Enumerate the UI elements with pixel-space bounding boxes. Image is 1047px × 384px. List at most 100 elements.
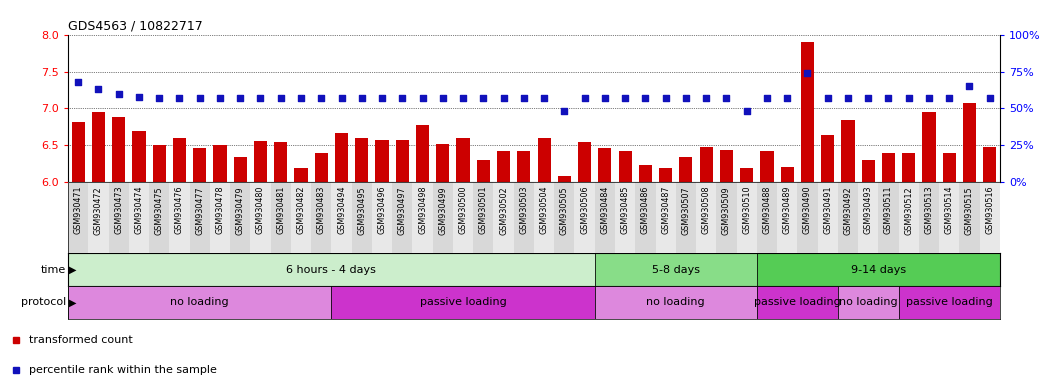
- Bar: [393, 182, 413, 253]
- Bar: [675, 182, 696, 253]
- Point: [637, 95, 653, 101]
- Point: [840, 95, 856, 101]
- Point: [192, 95, 208, 101]
- Bar: [558, 177, 571, 182]
- Bar: [355, 138, 369, 182]
- Text: 5-8 days: 5-8 days: [652, 265, 699, 275]
- Text: GSM930473: GSM930473: [114, 186, 124, 235]
- Bar: [963, 103, 976, 182]
- Bar: [575, 182, 595, 253]
- Bar: [372, 182, 393, 253]
- Bar: [898, 286, 1000, 319]
- Text: no loading: no loading: [839, 297, 897, 308]
- Text: ▶: ▶: [69, 297, 76, 308]
- Bar: [88, 182, 109, 253]
- Text: GSM930504: GSM930504: [539, 186, 549, 235]
- Text: no loading: no loading: [171, 297, 229, 308]
- Bar: [432, 182, 453, 253]
- Text: GSM930495: GSM930495: [357, 186, 366, 235]
- Bar: [190, 182, 209, 253]
- Bar: [781, 167, 794, 182]
- Point: [920, 95, 937, 101]
- Bar: [821, 135, 834, 182]
- Point: [292, 95, 310, 101]
- Point: [495, 95, 512, 101]
- Text: protocol: protocol: [21, 297, 66, 308]
- Text: GSM930482: GSM930482: [296, 186, 306, 235]
- Text: GSM930471: GSM930471: [73, 186, 83, 235]
- Text: GSM930503: GSM930503: [519, 186, 529, 235]
- Text: GSM930476: GSM930476: [175, 186, 184, 235]
- Bar: [71, 122, 85, 182]
- Text: 6 hours - 4 days: 6 hours - 4 days: [287, 265, 376, 275]
- Bar: [554, 182, 575, 253]
- Bar: [473, 182, 493, 253]
- Bar: [193, 148, 206, 182]
- Bar: [332, 286, 595, 319]
- Text: no loading: no loading: [646, 297, 705, 308]
- Bar: [777, 182, 798, 253]
- Bar: [696, 182, 716, 253]
- Point: [272, 95, 289, 101]
- Bar: [655, 182, 675, 253]
- Text: GSM930511: GSM930511: [884, 186, 893, 235]
- Bar: [416, 125, 429, 182]
- Bar: [413, 182, 432, 253]
- Bar: [514, 182, 534, 253]
- Text: GSM930487: GSM930487: [661, 186, 670, 235]
- Bar: [534, 182, 554, 253]
- Bar: [335, 133, 348, 182]
- Point: [151, 95, 168, 101]
- Bar: [636, 182, 655, 253]
- Point: [900, 95, 917, 101]
- Text: GSM930485: GSM930485: [621, 186, 629, 235]
- Text: GSM930496: GSM930496: [378, 186, 386, 235]
- Bar: [352, 182, 372, 253]
- Bar: [639, 165, 652, 182]
- Bar: [720, 150, 733, 182]
- Point: [475, 95, 492, 101]
- Bar: [517, 151, 531, 182]
- Text: GSM930475: GSM930475: [155, 186, 163, 235]
- Text: GSM930498: GSM930498: [418, 186, 427, 235]
- Text: GDS4563 / 10822717: GDS4563 / 10822717: [68, 19, 203, 32]
- Bar: [132, 131, 146, 182]
- Text: GSM930507: GSM930507: [682, 186, 690, 235]
- Point: [617, 95, 633, 101]
- Bar: [230, 182, 250, 253]
- Bar: [153, 146, 165, 182]
- Point: [515, 95, 532, 101]
- Bar: [736, 182, 757, 253]
- Bar: [878, 182, 898, 253]
- Text: GSM930478: GSM930478: [216, 186, 224, 235]
- Point: [435, 95, 451, 101]
- Text: GSM930472: GSM930472: [94, 186, 103, 235]
- Text: ▶: ▶: [69, 265, 76, 275]
- Bar: [595, 253, 757, 286]
- Point: [881, 95, 897, 101]
- Text: GSM930484: GSM930484: [600, 186, 609, 234]
- Text: passive loading: passive loading: [420, 297, 507, 308]
- Text: GSM930515: GSM930515: [965, 186, 974, 235]
- Bar: [476, 160, 490, 182]
- Bar: [396, 139, 409, 182]
- Point: [941, 95, 958, 101]
- Bar: [129, 182, 149, 253]
- Bar: [291, 182, 311, 253]
- Bar: [332, 182, 352, 253]
- Text: 9-14 days: 9-14 days: [851, 265, 906, 275]
- Bar: [68, 253, 595, 286]
- Point: [231, 95, 248, 101]
- Bar: [209, 182, 230, 253]
- Bar: [922, 112, 936, 182]
- Text: GSM930490: GSM930490: [803, 186, 811, 235]
- Point: [333, 95, 350, 101]
- Bar: [376, 139, 388, 182]
- Bar: [757, 286, 838, 319]
- Text: GSM930486: GSM930486: [641, 186, 650, 234]
- Bar: [838, 182, 859, 253]
- Text: GSM930509: GSM930509: [722, 186, 731, 235]
- Bar: [250, 182, 270, 253]
- Point: [110, 91, 127, 97]
- Bar: [92, 112, 105, 182]
